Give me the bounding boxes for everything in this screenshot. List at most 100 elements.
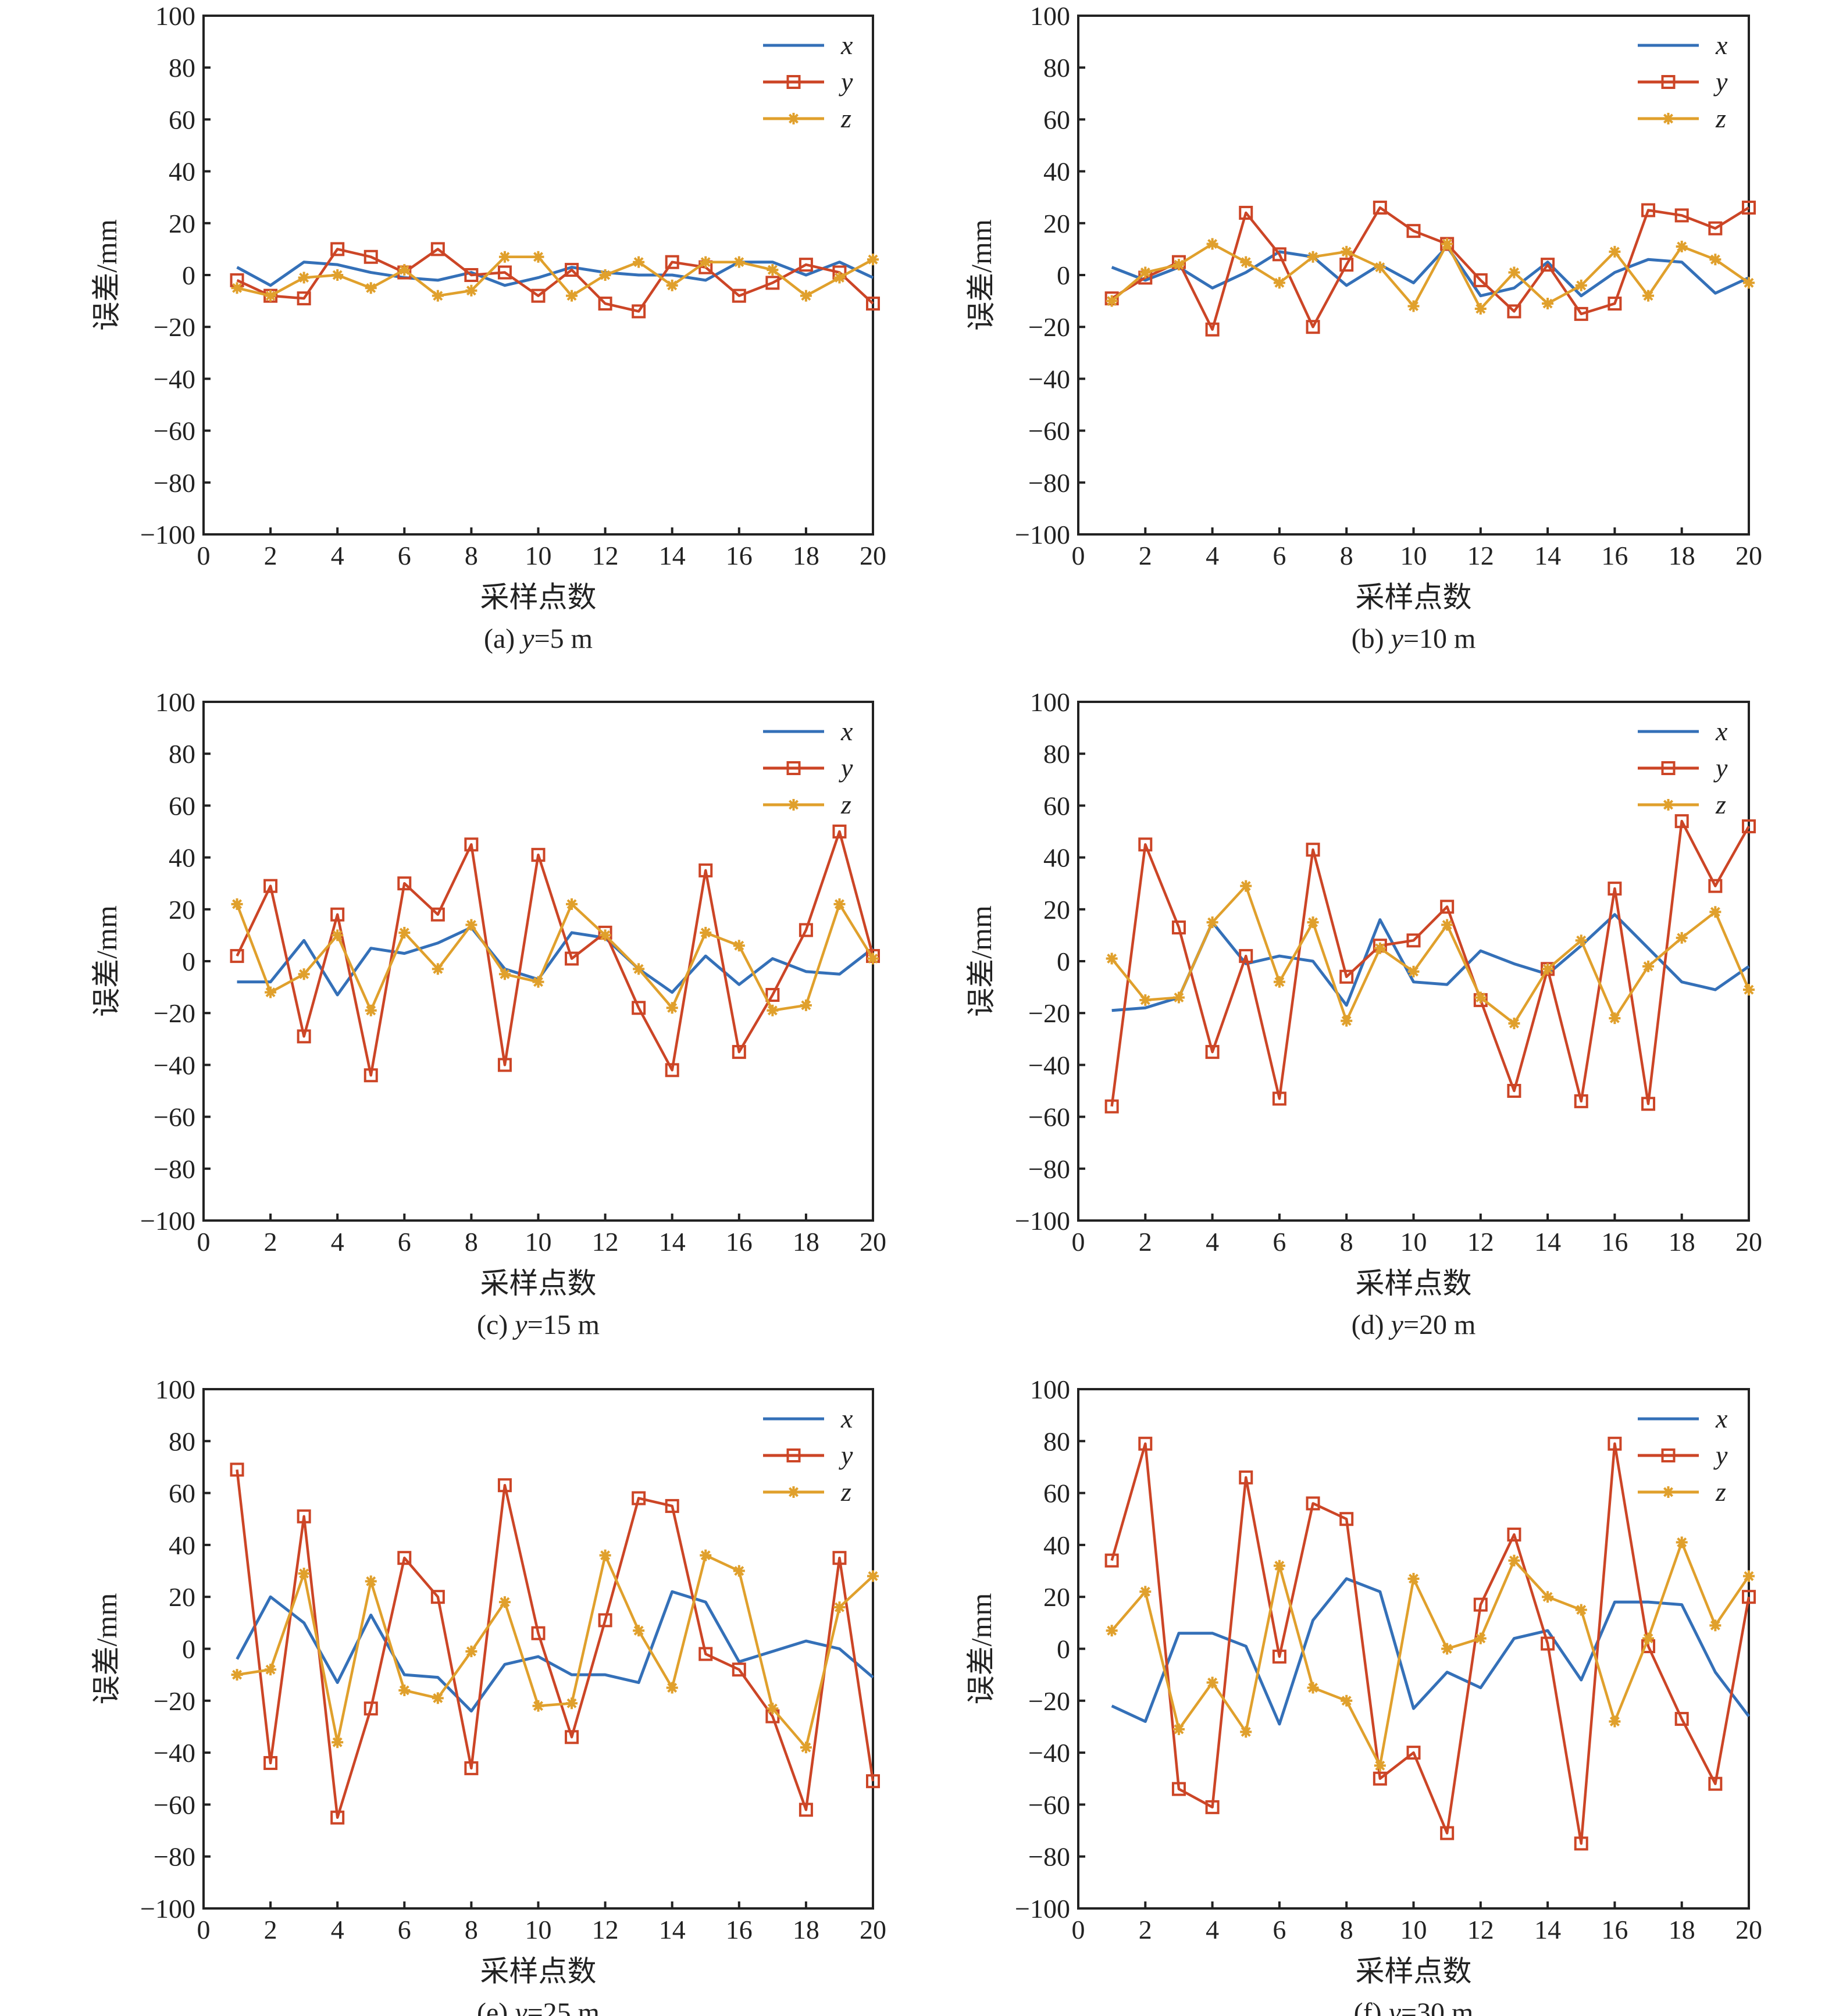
series-line-x [1111,913,1750,1012]
data-point-z [298,1568,310,1580]
x-tick-label: 2 [1139,1915,1152,1944]
data-point-z [1609,1012,1621,1025]
x-tick-label: 4 [1206,1915,1219,1944]
y-tick-label: 100 [1030,1,1070,31]
x-tick-label: 20 [860,541,886,570]
series-line-x [237,926,874,997]
data-point-z [1374,261,1386,273]
y-tick-label: −60 [1028,416,1070,446]
data-point-z [833,1601,846,1614]
y-tick-label: 100 [155,687,195,717]
data-point-z [1407,965,1420,977]
data-point-z [1407,1572,1420,1585]
series-line-z [1110,1541,1750,1767]
data-point-y [1406,933,1421,948]
data-point-z [1240,256,1252,268]
data-point-y [531,848,546,862]
chart-panel-f: −100 −80 −60 −40 −20 0 20 40 60 80 100 0 2 4 6 8 10 12 14 1… [965,1375,1762,2016]
data-point-z [733,1565,745,1577]
data-point-z [465,1645,477,1657]
data-point-z [1441,1643,1453,1655]
y-tick-label: −40 [1028,364,1070,394]
x-tick-label: 10 [1400,1227,1427,1257]
data-point-z [1407,300,1420,312]
legend-label-z: z [840,104,851,133]
y-tick-label: 60 [169,1479,195,1508]
y-tick-label: 20 [169,209,195,238]
x-tick-label: 18 [1669,541,1695,570]
data-point-z [1106,952,1118,965]
data-point-z [298,968,310,980]
data-point-y [1373,1771,1387,1786]
legend-label-y: y [839,67,853,97]
legend-label-z: z [1715,790,1726,819]
x-tick-label: 6 [1273,1915,1286,1944]
x-tick-label: 2 [1139,541,1152,570]
x-tick-label: 0 [1072,1915,1085,1944]
data-point-z [1662,113,1674,124]
x-tick-label: 6 [398,1227,411,1257]
y-tick-label: −40 [154,1050,195,1080]
x-tick-label: 12 [1467,541,1494,570]
panel-caption: (c) y=15 m [477,1309,600,1340]
data-point-y [1708,221,1723,236]
data-point-z [532,1700,544,1712]
data-point-z [465,919,477,931]
data-point-y [531,288,546,303]
series-line-z [237,1554,874,1749]
y-tick-label: −100 [140,1206,195,1236]
data-point-y [799,1803,813,1817]
x-tick-label: 4 [1206,1227,1219,1257]
data-point-z [666,1682,678,1694]
data-point-y [230,949,244,964]
y-tick-label: 60 [1043,1479,1070,1508]
data-point-y [1104,1553,1119,1568]
data-point-z [1676,932,1688,944]
data-point-y [565,951,579,966]
y-axis-label: 误差/mm [90,219,123,331]
y-tick-label: −40 [1028,1738,1070,1768]
data-point-y [330,242,345,256]
data-point-z [398,1684,411,1696]
x-axis-label: 采样点数 [480,1955,597,1988]
y-tick-label: −100 [1015,520,1070,550]
data-point-y [531,1626,546,1640]
x-tick-label: 10 [525,1227,552,1257]
data-point-z [566,898,578,910]
x-tick-label: 8 [1340,1915,1353,1944]
legend: xyz [1638,716,1728,819]
x-tick-label: 10 [525,1915,552,1944]
x-tick-label: 10 [1400,1915,1427,1944]
plot-frame [202,701,874,1222]
data-point-y [665,255,679,269]
data-point-y [1742,1590,1756,1604]
x-tick-label: 0 [1072,541,1085,570]
series-line-y [236,1469,875,1819]
data-point-y [1205,1045,1220,1059]
legend-label-x: x [840,1404,853,1433]
data-point-z [733,940,745,952]
data-point-z [1662,799,1674,811]
data-point-y [1507,304,1521,319]
y-tick-label: 80 [1043,739,1070,769]
data-point-y [866,1774,880,1789]
data-point-y [665,1498,679,1513]
data-point-y [786,1448,801,1462]
data-point-z [298,272,310,284]
data-point-y [565,1730,579,1744]
series-line-z [1111,242,1750,311]
data-point-z [1642,960,1655,972]
y-axis-label: 误差/mm [965,1593,997,1705]
y-tick-label: 20 [169,1582,195,1612]
x-tick-label: 18 [793,1915,819,1944]
data-point-z [1642,290,1655,302]
data-point-y [1440,1826,1455,1840]
legend-label-x: x [1715,30,1728,60]
y-tick-label: 100 [1030,1375,1070,1404]
panel-caption: (d) y=20 m [1352,1309,1476,1340]
series-line-y [1111,206,1750,331]
x-tick-label: 14 [1534,541,1561,570]
y-tick-label: 100 [155,1375,195,1404]
data-point-y [497,1058,512,1072]
